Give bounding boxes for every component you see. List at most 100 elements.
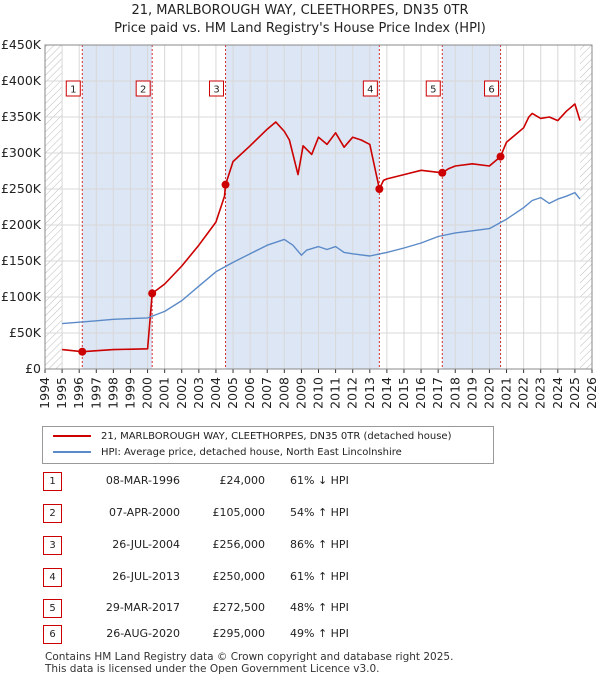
x-tick-label: 2026 — [584, 377, 599, 409]
sale-number-box — [362, 80, 378, 97]
x-tick-label: 2021 — [499, 377, 514, 409]
x-tick-label: 2007 — [259, 377, 274, 409]
legend-label-property: 21, MARLBOROUGH WAY, CLEETHORPES, DN35 0… — [101, 431, 452, 442]
x-tick-label: 2019 — [464, 377, 479, 409]
x-tick-label: 2001 — [157, 377, 172, 409]
transaction-number: 6 — [43, 625, 62, 644]
ownership-band — [225, 45, 380, 369]
y-tick-label: £350K — [1, 109, 42, 124]
transaction-price: £250,000 — [212, 570, 266, 583]
sale-number-label: 6 — [488, 85, 494, 96]
sale-number-label: 1 — [70, 85, 76, 96]
sale-number-label: 4 — [367, 85, 373, 96]
y-tick-label: £300K — [1, 145, 42, 160]
x-tick-label: 2002 — [174, 377, 189, 409]
table-row: 4 26-JUL-2013 £250,000 61% ↑ HPI — [40, 568, 440, 587]
transaction-hpi-diff: 48% ↑ HPI — [290, 601, 349, 614]
sale-date-lines — [81, 45, 502, 369]
x-tick-label: 2020 — [481, 377, 496, 409]
x-tick-label: 1996 — [71, 377, 86, 409]
transaction-price: £24,000 — [219, 474, 266, 487]
x-tick-label: 2004 — [208, 377, 223, 409]
transaction-date: 08-MAR-1996 — [105, 474, 180, 487]
x-tick-label: 2010 — [311, 377, 326, 409]
hpi-line — [62, 191, 581, 325]
footer-attribution: Contains HM Land Registry data © Crown c… — [45, 651, 453, 675]
transaction-hpi-diff: 61% ↓ HPI — [290, 474, 349, 487]
sale-number-label: 5 — [430, 85, 436, 96]
table-row: 5 29-MAR-2017 £272,500 48% ↑ HPI — [40, 599, 440, 618]
x-tick-label: 2014 — [379, 377, 394, 409]
chart-legend: 21, MARLBOROUGH WAY, CLEETHORPES, DN35 0… — [42, 426, 494, 464]
table-row: 2 07-APR-2000 £105,000 54% ↑ HPI — [40, 504, 440, 523]
x-tick-label: 2024 — [550, 377, 565, 409]
legend-swatch-property — [53, 435, 91, 437]
footer-line-2: This data is licensed under the Open Gov… — [45, 663, 380, 675]
sale-marker — [496, 152, 505, 161]
y-tick-label: £50K — [9, 325, 42, 340]
table-row: 6 26-AUG-2020 £295,000 49% ↑ HPI — [40, 625, 440, 644]
ownership-band — [82, 45, 153, 369]
plot-border — [44, 44, 593, 370]
sale-marker — [438, 168, 447, 177]
transaction-date: 26-JUL-2004 — [112, 538, 180, 551]
x-tick-label: 2018 — [447, 377, 462, 409]
table-row: 3 26-JUL-2004 £256,000 86% ↑ HPI — [40, 536, 440, 555]
x-tick-label: 2015 — [396, 377, 411, 409]
footer-line-1: Contains HM Land Registry data © Crown c… — [45, 651, 454, 663]
transaction-price: £256,000 — [212, 538, 266, 551]
sale-number-box — [425, 80, 441, 97]
sale-markers — [78, 152, 505, 356]
y-tick-label: £250K — [1, 181, 42, 196]
x-tick-label: 2016 — [413, 377, 428, 409]
x-tick-label: 1998 — [105, 377, 120, 409]
sale-marker — [221, 180, 230, 189]
chart-axes: £0 £50K £100K £150K £200K £250K £300K £350K £400… — [1, 37, 599, 409]
y-tick-label: £100K — [1, 289, 42, 304]
y-tick-label: £450K — [1, 37, 42, 52]
transaction-hpi-diff: 86% ↑ HPI — [290, 538, 349, 551]
property-price-line — [62, 103, 581, 353]
hatch-before-data — [45, 45, 63, 369]
x-tick-label: 2008 — [276, 377, 291, 409]
table-row: 1 08-MAR-1996 £24,000 61% ↓ HPI — [40, 472, 440, 491]
transaction-price: £295,000 — [212, 627, 266, 640]
price-chart: 1 2 3 4 5 6 £0 £50K £100K £150K £200K £250K £300K £3… — [1, 37, 599, 409]
x-tick-label: 2022 — [516, 377, 531, 409]
legend-item-property: 21, MARLBOROUGH WAY, CLEETHORPES, DN35 0… — [53, 429, 451, 445]
x-tick-label: 1994 — [37, 377, 52, 409]
title-line-1: 21, MARLBOROUGH WAY, CLEETHORPES, DN35 0… — [131, 3, 469, 18]
transaction-hpi-diff: 54% ↑ HPI — [290, 506, 349, 519]
x-tick-label: 2005 — [225, 377, 240, 409]
transaction-hpi-diff: 61% ↑ HPI — [290, 570, 349, 583]
transaction-number: 3 — [43, 536, 62, 555]
legend-label-hpi: HPI: Average price, detached house, Nort… — [101, 447, 402, 458]
chart-series — [62, 103, 581, 353]
transaction-number: 4 — [43, 568, 62, 587]
x-tick-label: 2009 — [293, 377, 308, 409]
sale-marker — [375, 185, 384, 193]
x-tick-label: 2003 — [191, 377, 206, 409]
x-tick-label: 2011 — [328, 377, 343, 409]
transaction-number: 5 — [43, 599, 62, 618]
sale-number-box — [135, 80, 151, 97]
y-tick-label: £200K — [1, 217, 42, 232]
sale-marker — [78, 347, 87, 356]
transaction-date: 26-AUG-2020 — [106, 627, 180, 640]
y-tick-label: £150K — [1, 253, 42, 268]
x-tick-label: 2017 — [430, 377, 445, 409]
x-tick-label: 1997 — [88, 377, 103, 409]
transaction-hpi-diff: 49% ↑ HPI — [290, 627, 349, 640]
sale-number-boxes: 1 2 3 4 5 6 — [65, 80, 500, 97]
transaction-date: 07-APR-2000 — [108, 506, 180, 519]
sale-number-label: 2 — [140, 85, 146, 96]
y-tick-label: £0 — [25, 361, 41, 376]
x-tick-label: 2023 — [533, 377, 548, 409]
y-tick-label: £400K — [1, 73, 42, 88]
x-tick-label: 2000 — [140, 377, 155, 409]
sale-number-box — [484, 80, 500, 97]
transaction-price: £272,500 — [212, 601, 266, 614]
hatch-after-data — [580, 45, 592, 369]
sale-number-label: 3 — [213, 85, 219, 96]
sale-marker — [148, 289, 157, 298]
